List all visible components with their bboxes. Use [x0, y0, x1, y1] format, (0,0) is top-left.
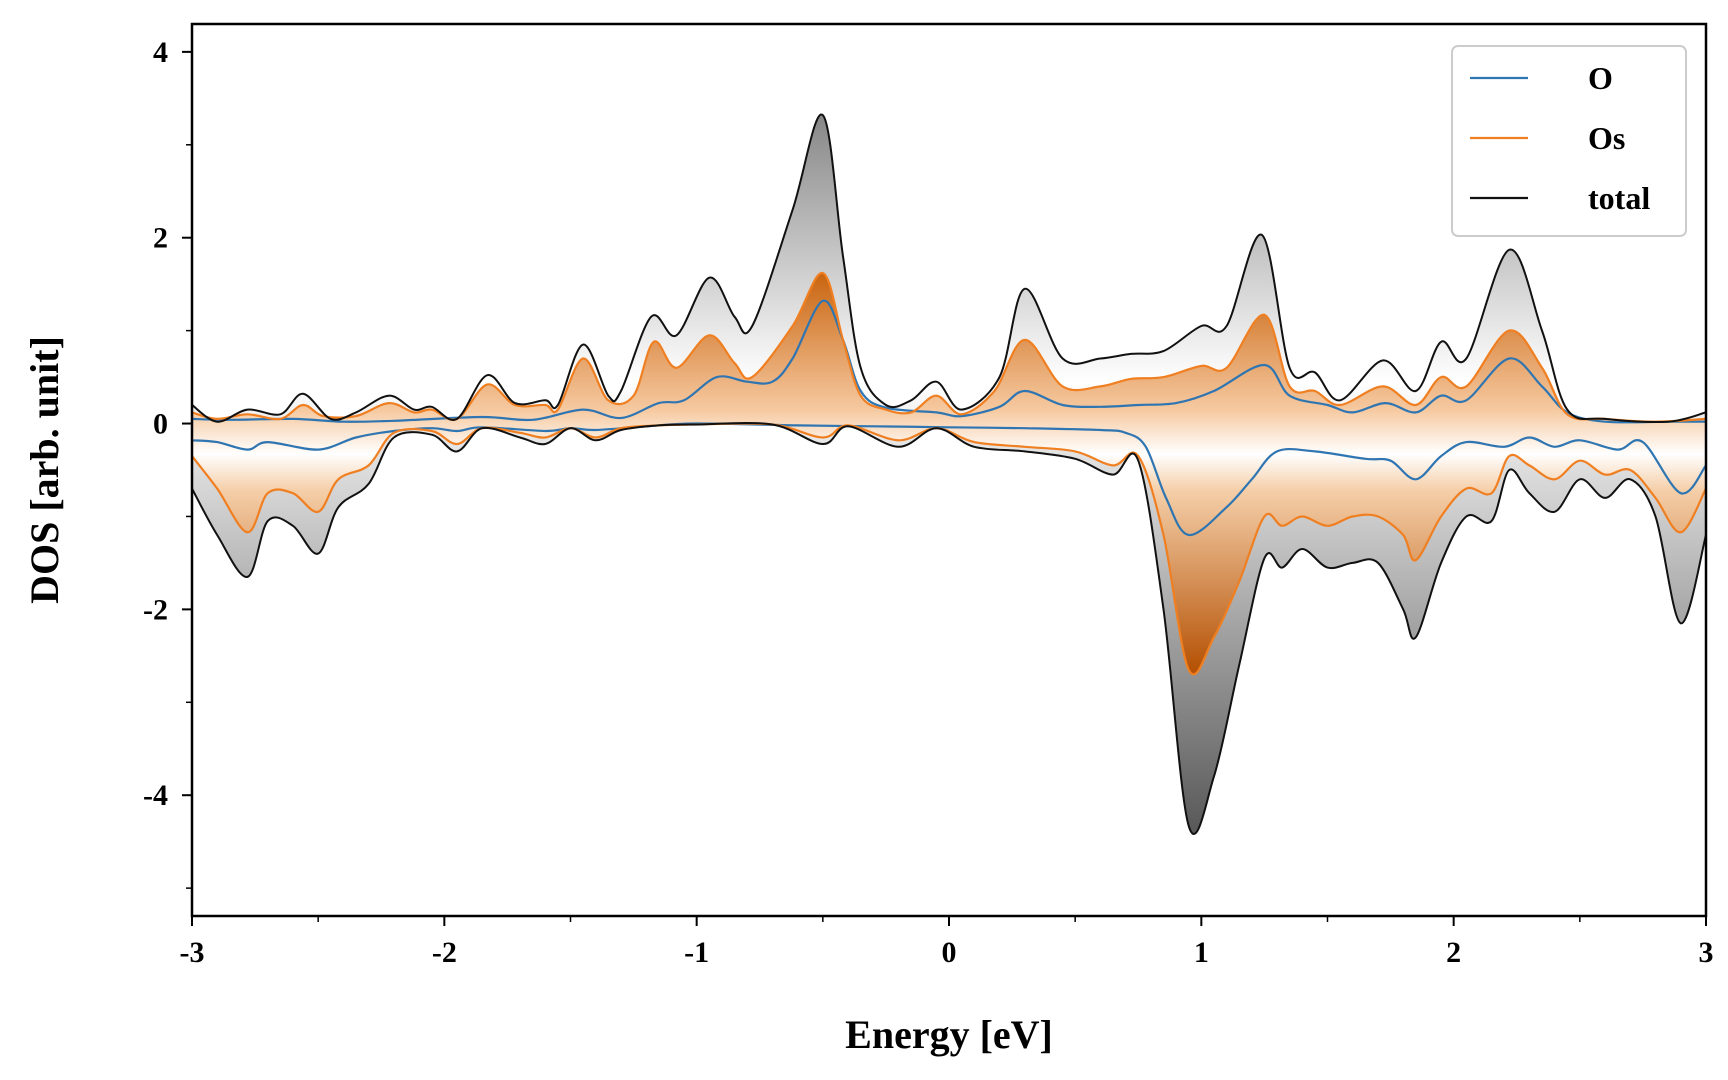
fill-os-down — [192, 423, 1706, 675]
x-tick-label: 3 — [1699, 936, 1714, 969]
x-tick-label: -3 — [180, 936, 205, 969]
x-tick-label: 0 — [942, 936, 957, 969]
x-tick-label: -1 — [684, 936, 709, 969]
line-o-down — [192, 422, 1706, 537]
x-axis-label: Energy [eV] — [845, 1012, 1053, 1057]
y-axis-label: DOS [arb. unit] — [22, 336, 67, 604]
y-tick-label: 4 — [153, 36, 168, 69]
fill-os-up — [192, 272, 1706, 424]
legend-label-os: Os — [1588, 120, 1625, 156]
y-tick-label: -4 — [143, 779, 168, 812]
y-tick-label: 2 — [153, 222, 168, 255]
x-tick-label: -2 — [432, 936, 457, 969]
legend: O Os total — [1451, 45, 1687, 237]
x-tick-label: 1 — [1194, 936, 1209, 969]
line-total-up — [192, 113, 1706, 424]
y-tick-label: -2 — [143, 593, 168, 626]
legend-box — [1451, 45, 1687, 237]
legend-label-o: O — [1588, 60, 1613, 96]
line-total-down — [192, 421, 1706, 835]
line-o-up — [192, 299, 1706, 424]
line-os-down — [192, 422, 1706, 676]
x-tick-label: 2 — [1446, 936, 1461, 969]
line-os-up — [192, 271, 1706, 423]
legend-label-total: total — [1588, 180, 1650, 216]
y-tick-label: 0 — [153, 408, 168, 441]
